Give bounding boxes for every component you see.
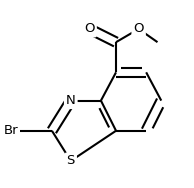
- Text: Br: Br: [3, 124, 18, 137]
- Text: S: S: [67, 154, 75, 168]
- Text: O: O: [84, 22, 95, 36]
- Text: N: N: [66, 94, 76, 107]
- Text: O: O: [133, 22, 144, 36]
